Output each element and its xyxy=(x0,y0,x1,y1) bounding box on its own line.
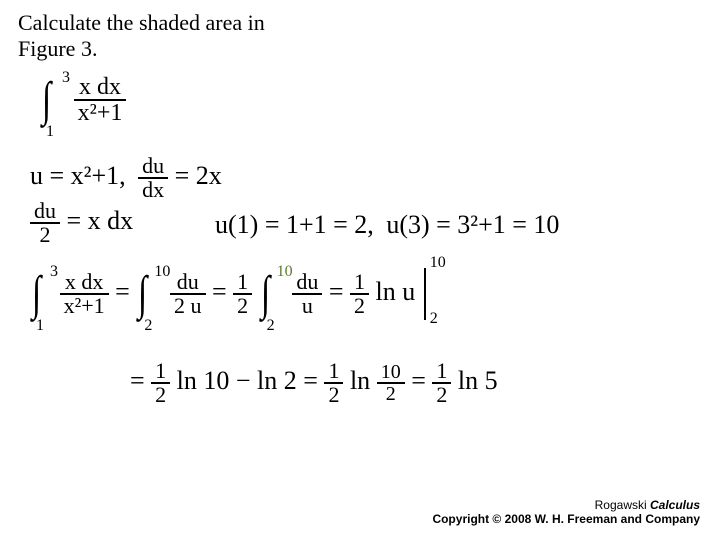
u-of-1: u(1) = 1+1 = 2, xyxy=(215,210,374,239)
bar-lower: 2 xyxy=(430,310,438,328)
l5half2-num: 1 xyxy=(324,360,343,384)
l5half2-den: 2 xyxy=(324,384,343,406)
integral-sign-3: ∫ xyxy=(138,275,147,313)
l5lnf-num: 10 xyxy=(377,362,405,384)
l5-eq2: = xyxy=(411,366,432,395)
integral-sign-1: ∫ xyxy=(42,81,51,119)
l5lnf-den: 2 xyxy=(377,384,405,404)
frac1-den: x²+1 xyxy=(74,101,127,125)
l5half1-num: 1 xyxy=(151,360,170,384)
integral-sign-4: ∫ xyxy=(261,275,270,313)
work-line5: = 1 2 ln 10 − ln 2 = 1 2 ln 10 2 = 1 2 l… xyxy=(130,360,498,406)
footer-line1a: Rogawski xyxy=(595,498,650,512)
l4f2-num: du xyxy=(170,271,206,295)
int1-upper: 3 xyxy=(62,69,70,87)
l4half2-den: 2 xyxy=(350,295,369,317)
integral-sign-2: ∫ xyxy=(32,275,41,313)
l4-eq1: = xyxy=(115,277,136,306)
int1-lower: 1 xyxy=(46,123,54,141)
work-line3a: du 2 = x dx xyxy=(30,200,133,246)
l4-eq3: = xyxy=(329,277,350,306)
l4f3-num: du xyxy=(292,271,322,295)
l5-mid1: ln 10 − ln 2 = xyxy=(177,366,325,395)
du2-den: 2 xyxy=(30,224,60,246)
dudx-num: du xyxy=(138,155,168,179)
l4f2-den: 2 u xyxy=(170,295,206,317)
u-of-3: u(3) = 3²+1 = 10 xyxy=(386,210,559,239)
du2-num: du xyxy=(30,200,60,224)
frac1-num: x dx xyxy=(74,75,127,101)
l5-eq: = xyxy=(130,366,151,395)
work-line4: ∫ 3 1 x dx x²+1 = ∫ 10 2 du 2 u = 1 2 ∫ … xyxy=(30,268,428,320)
footer: Rogawski Calculus Copyright © 2008 W. H.… xyxy=(432,498,700,526)
int3-upper: 10 xyxy=(154,263,170,281)
int2-upper: 3 xyxy=(50,263,58,281)
work-line3b: u(1) = 1+1 = 2, u(3) = 3²+1 = 10 xyxy=(215,210,559,240)
int4-upper: 10 xyxy=(277,263,293,281)
int4-lower: 2 xyxy=(267,317,275,335)
l4half1-num: 1 xyxy=(233,271,252,295)
footer-line2: Copyright © 2008 W. H. Freeman and Compa… xyxy=(432,512,700,526)
work-line2: u = x²+1, du dx = 2x xyxy=(30,155,222,201)
prompt-line2: Figure 3. xyxy=(18,36,97,61)
bar-upper: 10 xyxy=(430,254,446,272)
l4-eq2: = xyxy=(212,277,233,306)
footer-line1b: Calculus xyxy=(650,498,700,512)
eq-xdx: = x dx xyxy=(67,206,134,235)
dudx-den: dx xyxy=(138,179,168,201)
l4f3-den: u xyxy=(292,295,322,317)
l4f1-den: x²+1 xyxy=(60,295,109,317)
l5-ln5: ln 5 xyxy=(458,366,498,395)
l4half1-den: 2 xyxy=(233,295,252,317)
l4half2-num: 1 xyxy=(350,271,369,295)
eval-bar xyxy=(424,268,426,320)
int2-lower: 1 xyxy=(36,317,44,335)
u-def: u = x²+1, xyxy=(30,161,126,190)
work-line1: ∫ 3 1 x dx x²+1 xyxy=(40,75,126,125)
prompt-line1: Calculate the shaded area in xyxy=(18,10,265,35)
prompt-text: Calculate the shaded area in Figure 3. xyxy=(18,10,265,62)
l4-lnu: ln u xyxy=(376,277,422,306)
l5half3-num: 1 xyxy=(432,360,451,384)
l4f1-num: x dx xyxy=(60,271,109,295)
l5-lnpre: ln xyxy=(350,366,377,395)
eq-2x: = 2x xyxy=(175,161,222,190)
int3-lower: 2 xyxy=(144,317,152,335)
l5half1-den: 2 xyxy=(151,384,170,406)
l5half3-den: 2 xyxy=(432,384,451,406)
